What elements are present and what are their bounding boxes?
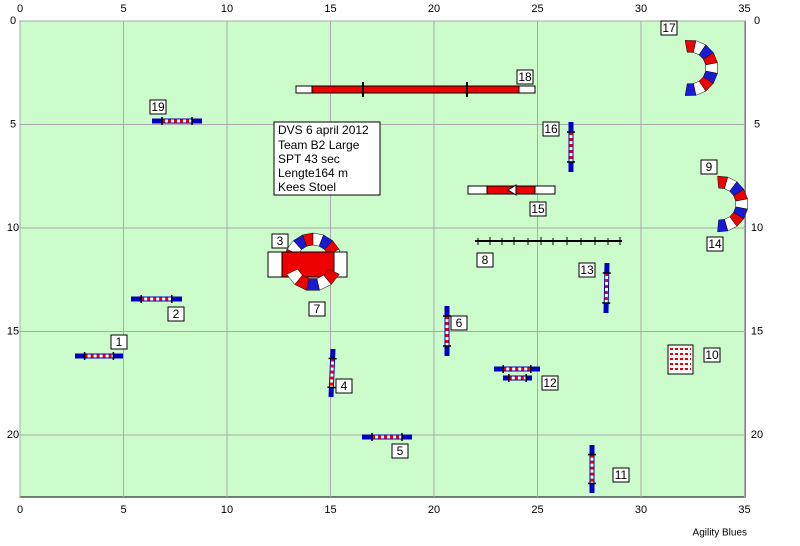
obstacle-number: 6 <box>456 316 463 330</box>
x-tick-label: 30 <box>635 504 647 516</box>
y-tick-label: 0 <box>754 15 760 27</box>
x-tick-label: 35 <box>738 504 750 516</box>
info-box: DVS 6 april 2012 Team B2 Large SPT 43 se… <box>274 122 380 195</box>
x-tick-label: 5 <box>120 3 126 15</box>
obstacle-number: 17 <box>662 21 676 35</box>
obstacle-number: 13 <box>580 263 594 277</box>
x-tick-label: 30 <box>635 3 647 15</box>
obstacle-number: 18 <box>518 70 532 84</box>
obstacle-number: 9 <box>706 160 713 174</box>
obstacle-number: 2 <box>173 307 180 321</box>
info-line: Team B2 Large <box>278 138 360 152</box>
x-tick-label: 20 <box>428 3 440 15</box>
info-line: SPT 43 sec <box>278 152 340 166</box>
y-tick-label: 20 <box>751 429 763 441</box>
info-line: DVS 6 april 2012 <box>278 123 369 137</box>
obstacle-number: 8 <box>482 253 489 267</box>
obstacle-number: 16 <box>544 122 558 136</box>
x-tick-label: 10 <box>221 504 233 516</box>
x-tick-label: 15 <box>324 504 336 516</box>
obstacle-number: 11 <box>615 468 628 482</box>
footer: Agility Blues <box>693 528 747 539</box>
y-tick-label: 5 <box>754 118 760 130</box>
obstacle-number: 14 <box>708 237 722 251</box>
obstacle-number: 10 <box>705 348 719 362</box>
x-tick-label: 25 <box>531 3 543 15</box>
x-tick-label: 20 <box>428 504 440 516</box>
obstacle-number: 19 <box>151 100 165 114</box>
x-tick-label: 5 <box>120 504 126 516</box>
y-tick-label: 5 <box>10 118 16 130</box>
y-tick-label: 10 <box>751 222 763 234</box>
obstacle-number: 4 <box>341 379 348 393</box>
y-tick-label: 20 <box>7 429 19 441</box>
obstacle-number: 1 <box>116 335 123 349</box>
x-tick-label: 0 <box>17 504 23 516</box>
info-line: Lengte164 m <box>278 166 348 180</box>
x-tick-label: 35 <box>738 3 750 15</box>
obstacle-number: 15 <box>531 202 545 216</box>
y-tick-label: 15 <box>7 325 19 337</box>
obstacle-number: 12 <box>543 376 557 390</box>
x-tick-label: 15 <box>324 3 336 15</box>
x-tick-label: 25 <box>531 504 543 516</box>
y-tick-label: 15 <box>751 325 763 337</box>
obstacle-number: 7 <box>314 302 321 316</box>
x-tick-label: 10 <box>221 3 233 15</box>
info-line: Kees Stoel <box>278 180 336 194</box>
obstacle-number: 3 <box>277 234 284 248</box>
y-tick-label: 10 <box>7 222 19 234</box>
x-tick-label: 0 <box>17 3 23 15</box>
dogwalk <box>312 86 519 93</box>
obstacle-number: 5 <box>397 444 404 458</box>
y-tick-label: 0 <box>10 15 16 27</box>
